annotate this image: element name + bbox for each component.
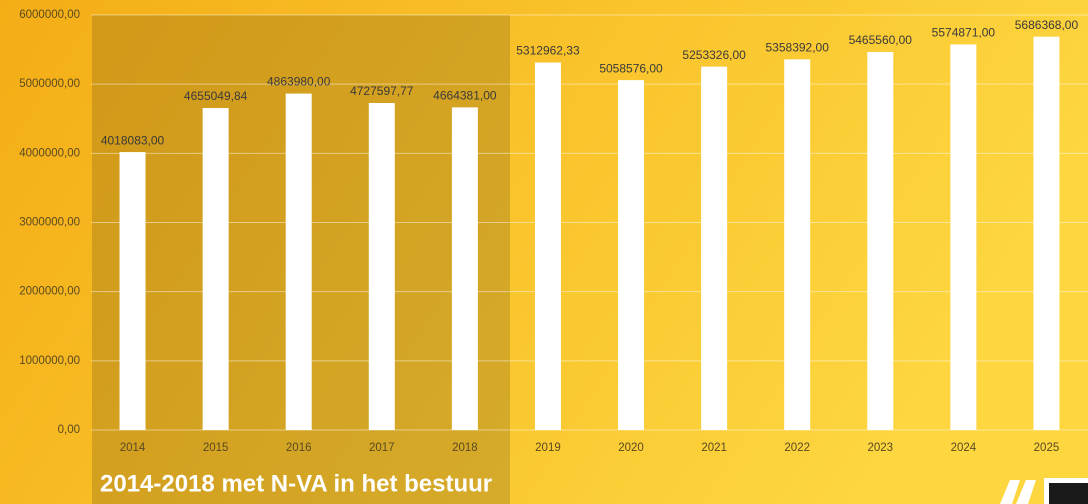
logo (1000, 478, 1088, 504)
value-label: 5358392,00 (766, 41, 830, 55)
y-tick-label: 6000000,00 (19, 9, 80, 21)
value-label: 5574871,00 (932, 26, 996, 40)
x-tick-label: 2025 (1034, 442, 1060, 454)
bar (119, 152, 146, 431)
bar (451, 107, 478, 431)
bar (784, 59, 811, 430)
y-tick-label: 2000000,00 (19, 286, 80, 298)
value-label: 4018083,00 (101, 133, 165, 147)
y-tick-label: 1000000,00 (19, 355, 80, 367)
x-tick-label: 2014 (120, 442, 146, 454)
x-tick-label: 2017 (369, 442, 395, 454)
bar (368, 103, 395, 431)
value-label: 5253326,00 (682, 48, 746, 62)
y-tick-label: 5000000,00 (19, 78, 80, 90)
bar (618, 80, 645, 430)
x-tick-label: 2016 (286, 442, 312, 454)
x-tick-label: 2018 (452, 442, 478, 454)
value-label: 5465560,00 (849, 33, 913, 47)
x-tick-label: 2021 (701, 442, 727, 454)
value-label: 4664381,00 (433, 89, 497, 103)
bar (1033, 36, 1060, 431)
bar (867, 51, 894, 431)
bar (534, 62, 561, 430)
annotation: 2014-2018 met N-VA in het bestuur (100, 470, 492, 497)
value-label: 5686368,00 (1015, 18, 1079, 32)
bar (285, 93, 312, 431)
value-label: 4655049,84 (184, 89, 248, 103)
bar (202, 108, 229, 430)
y-tick-label: 0,00 (58, 424, 80, 436)
x-tick-label: 2022 (784, 442, 810, 454)
x-tick-label: 2019 (535, 442, 561, 454)
x-tick-label: 2024 (951, 442, 977, 454)
value-label: 5058576,00 (599, 61, 663, 75)
x-tick-label: 2020 (618, 442, 644, 454)
y-tick-label: 3000000,00 (19, 217, 80, 229)
x-tick-label: 2023 (867, 442, 893, 454)
value-label: 4863980,00 (267, 75, 331, 89)
bar (950, 44, 977, 430)
y-tick-label: 4000000,00 (19, 147, 80, 159)
bar (701, 66, 728, 430)
x-tick-label: 2015 (203, 442, 229, 454)
value-label: 5312962,33 (516, 44, 580, 58)
value-label: 4727597,77 (350, 84, 414, 98)
